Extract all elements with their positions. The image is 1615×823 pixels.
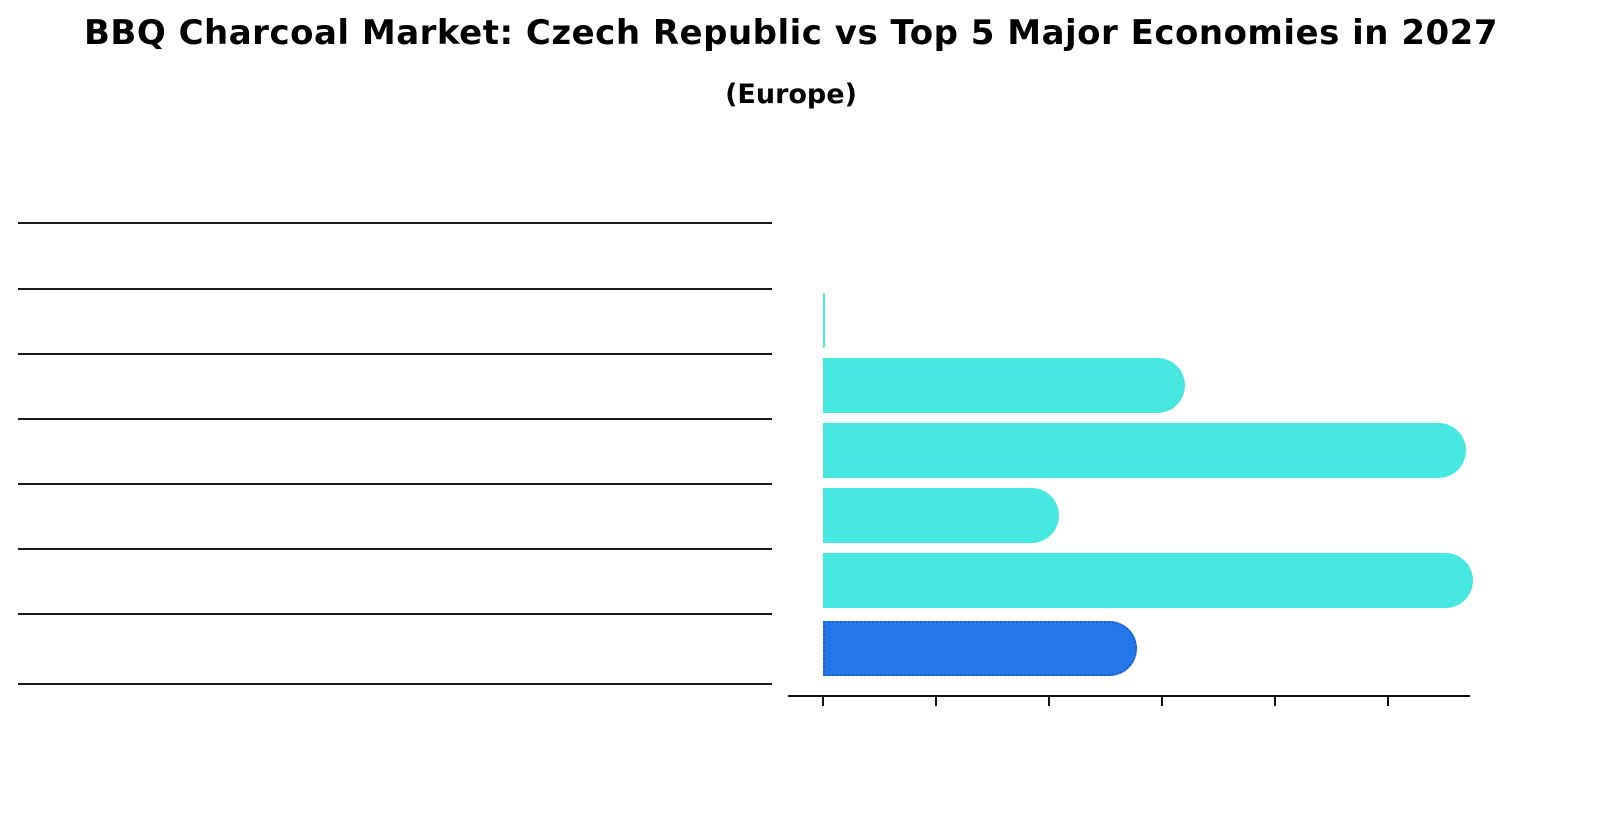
bar-highlighted <box>823 620 1138 676</box>
bar <box>823 423 1466 478</box>
x-axis-tick <box>1047 697 1050 706</box>
bar <box>823 553 1473 608</box>
x-axis-tick <box>1386 697 1389 706</box>
x-axis-line <box>788 695 1470 697</box>
x-axis-tick <box>934 697 937 706</box>
x-axis-tick <box>1273 697 1276 706</box>
bar <box>823 293 825 348</box>
table-divider-line <box>18 222 772 224</box>
chart-subtitle: (Europe) <box>725 79 857 110</box>
bar <box>823 488 1060 543</box>
table-divider-line <box>18 353 772 355</box>
chart-title: BBQ Charcoal Market: Czech Republic vs T… <box>84 13 1498 53</box>
x-axis-tick <box>822 697 824 706</box>
bar <box>823 358 1185 413</box>
table-divider-line <box>18 418 772 420</box>
title-block: BBQ Charcoal Market: Czech Republic vs T… <box>0 0 1582 110</box>
table-divider-line <box>18 288 772 290</box>
table-divider-line <box>18 683 772 685</box>
x-axis-tick <box>1160 697 1163 706</box>
table-divider-line <box>18 613 772 615</box>
table-divider-line <box>18 548 772 550</box>
table-divider-line <box>18 483 772 485</box>
